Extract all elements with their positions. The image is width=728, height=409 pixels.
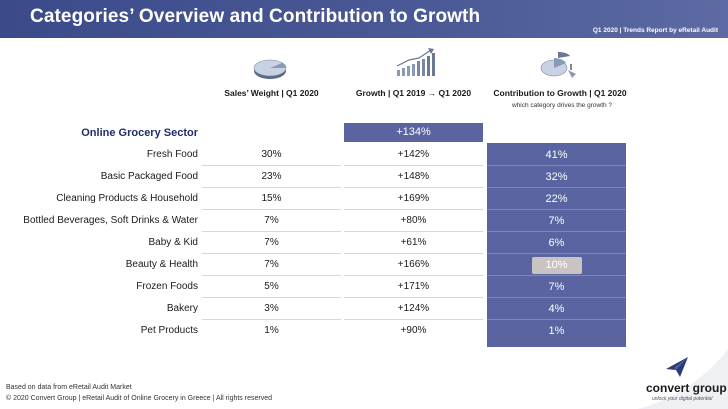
source-note: Based on data from eRetail Audit Market — [6, 384, 132, 391]
growth-value: +90% — [400, 325, 427, 336]
highlighted-contribution: 10% — [487, 254, 626, 276]
category-label: Bakery — [166, 303, 198, 314]
category-label: Cleaning Products & Household — [56, 193, 198, 204]
row-divider — [487, 209, 626, 210]
contribution-value: 1% — [548, 325, 565, 337]
contribution-value: 6% — [548, 237, 565, 249]
row-divider — [202, 187, 341, 188]
row-divider — [487, 275, 626, 276]
copyright-note: © 2020 Convert Group | eRetail Audit of … — [6, 395, 272, 402]
table-row: Pet Products 1% +90% 1% — [0, 320, 728, 342]
table-row: Frozen Foods 5% +171% 7% — [0, 276, 728, 298]
title-bar: Categories’ Overview and Contribution to… — [0, 0, 728, 38]
table-row: Bakery 3% +124% 4% — [0, 298, 728, 320]
table-row: Beauty & Health 7% +166% 10% — [0, 254, 728, 276]
contribution-value: 4% — [548, 303, 565, 315]
weight-value: 7% — [264, 215, 279, 226]
category-label: Basic Packaged Food — [100, 171, 198, 182]
category-label: Frozen Foods — [136, 281, 198, 292]
row-divider — [487, 165, 626, 166]
weight-value: 23% — [261, 171, 282, 182]
row-divider — [202, 165, 341, 166]
row-divider — [202, 209, 341, 210]
contribution-value: 22% — [545, 193, 568, 205]
row-divider — [344, 297, 483, 298]
category-label: Pet Products — [140, 325, 198, 336]
row-divider — [487, 297, 626, 298]
category-label: Bottled Beverages, Soft Drinks & Water — [23, 215, 198, 226]
row-divider — [344, 165, 483, 166]
growth-value: +171% — [397, 281, 430, 292]
growth-value: +80% — [400, 215, 427, 226]
contribution-column-background — [487, 143, 626, 347]
growth-value: +148% — [397, 171, 430, 182]
report-subtitle: Q1 2020 | Trends Report by eRetail Audit — [592, 27, 718, 34]
row-divider — [344, 253, 483, 254]
row-divider — [344, 319, 483, 320]
company-logo-name: convert group — [646, 381, 727, 395]
row-divider — [344, 187, 483, 188]
weight-value: 7% — [264, 237, 279, 248]
category-label: Baby & Kid — [148, 237, 198, 248]
growth-value: +169% — [397, 193, 430, 204]
row-divider — [487, 187, 626, 188]
sector-growth-value: +134% — [344, 123, 483, 142]
contribution-column-header: Contribution to Growth | Q1 2020 — [493, 88, 627, 98]
weight-value: 15% — [261, 193, 282, 204]
sector-label: Online Grocery Sector — [81, 127, 198, 139]
table-row: Cleaning Products & Household 15% +169% … — [0, 188, 728, 210]
contribution-column-note: which category drives the growth ? — [511, 102, 613, 109]
contribution-value: 32% — [545, 171, 568, 183]
weight-value: 5% — [264, 281, 279, 292]
contribution-value: 7% — [548, 281, 565, 293]
row-divider — [202, 275, 341, 276]
corner-decoration — [638, 349, 728, 409]
row-divider — [344, 209, 483, 210]
table-row: Bottled Beverages, Soft Drinks & Water 7… — [0, 210, 728, 232]
table-row: Fresh Food 30% +142% 41% — [0, 144, 728, 166]
exploded-pie-icon — [540, 51, 576, 78]
weight-value: 3% — [264, 303, 279, 314]
category-label: Beauty & Health — [125, 259, 198, 270]
contribution-value: 41% — [545, 149, 568, 161]
growth-value: +142% — [397, 149, 430, 160]
page-title: Categories’ Overview and Contribution to… — [30, 6, 481, 27]
row-divider — [344, 231, 483, 232]
growth-value: +124% — [397, 303, 430, 314]
weight-value: 7% — [264, 259, 279, 270]
row-divider — [202, 297, 341, 298]
row-divider — [487, 231, 626, 232]
row-divider — [487, 319, 626, 320]
pie-chart-icon — [253, 59, 287, 79]
table-row: Baby & Kid 7% +61% 6% — [0, 232, 728, 254]
growth-column-header: Growth | Q1 2019 → Q1 2020 — [355, 88, 472, 98]
row-divider — [202, 253, 341, 254]
weight-value: 30% — [261, 149, 282, 160]
growth-value: +61% — [400, 237, 427, 248]
company-tagline: unlock your digital potential — [652, 396, 713, 402]
row-divider — [487, 253, 626, 254]
category-label: Fresh Food — [146, 149, 198, 160]
weight-column-header: Sales’ Weight | Q1 2020 — [224, 88, 319, 98]
contribution-value: 7% — [548, 215, 565, 227]
row-divider — [202, 319, 341, 320]
table-row: Basic Packaged Food 23% +148% 32% — [0, 166, 728, 188]
paper-plane-icon — [666, 357, 688, 377]
contribution-value: 10% — [531, 257, 582, 274]
bar-growth-icon — [396, 48, 435, 76]
row-divider — [202, 231, 341, 232]
growth-value: +166% — [397, 259, 430, 270]
row-divider — [344, 275, 483, 276]
weight-value: 1% — [264, 325, 279, 336]
